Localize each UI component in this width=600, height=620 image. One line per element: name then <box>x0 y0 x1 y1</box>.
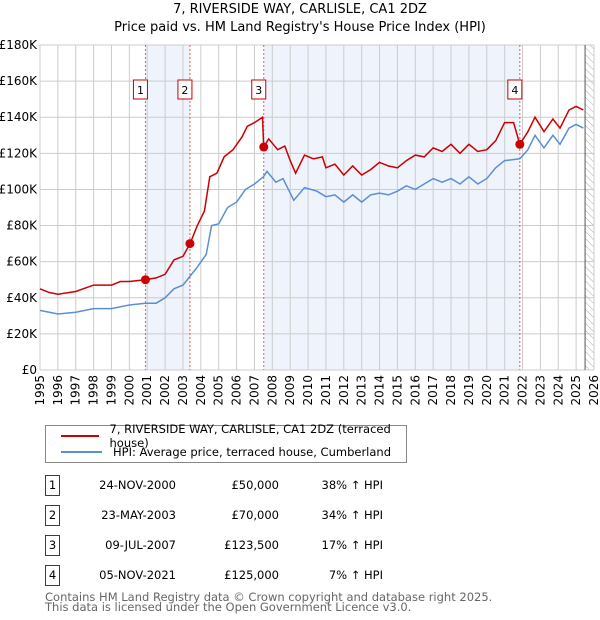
x-tick-label: 2004 <box>194 375 208 406</box>
sale-number-badge: 3 <box>45 535 60 556</box>
sale-price: £123,500 <box>224 538 279 552</box>
sale-hpi-diff: 34% ↑ HPI <box>321 508 383 522</box>
y-tick-label: £20K <box>6 327 38 341</box>
x-tick-label: 2000 <box>122 375 136 406</box>
sale-label-number: 3 <box>255 84 262 97</box>
x-tick-label: 2009 <box>283 375 297 406</box>
x-tick-label: 2006 <box>230 375 244 406</box>
y-tick-label: £40K <box>6 291 38 305</box>
sale-date: 09-JUL-2007 <box>105 538 176 552</box>
sale-date: 23-MAY-2003 <box>101 508 176 522</box>
x-tick-label: 2001 <box>140 375 154 406</box>
x-tick-label: 2021 <box>498 375 512 406</box>
y-tick-label: £80K <box>6 219 38 233</box>
x-tick-label: 2019 <box>462 375 476 406</box>
shaded-period <box>263 45 520 370</box>
x-tick-label: 2012 <box>337 375 351 406</box>
x-tick-label: 1996 <box>51 375 65 406</box>
sale-row: 3 09-JUL-2007 £123,500 17% ↑ HPI <box>45 535 385 557</box>
y-tick-label: £0 <box>22 363 37 377</box>
sale-label-box <box>251 79 267 100</box>
sale-label-number: 1 <box>137 84 144 97</box>
sale-label-number: 4 <box>511 84 518 97</box>
sale-point <box>515 139 525 149</box>
legend-swatch <box>61 435 99 437</box>
sale-price: £50,000 <box>231 478 279 492</box>
sale-point <box>259 142 269 152</box>
series-line <box>39 123 584 315</box>
sale-label-box <box>177 79 193 100</box>
x-tick-label: 2018 <box>444 375 458 406</box>
y-tick-label: £120K <box>0 146 38 160</box>
sale-row: 2 23-MAY-2003 £70,000 34% ↑ HPI <box>45 505 385 527</box>
x-tick-label: 2024 <box>551 375 565 406</box>
x-tick-label: 2022 <box>516 375 530 406</box>
sale-price: £70,000 <box>231 508 279 522</box>
footer-copyright: Contains HM Land Registry data © Crown c… <box>45 590 493 604</box>
x-tick-label: 2013 <box>355 375 369 406</box>
sale-price: £125,000 <box>224 568 279 582</box>
y-tick-label: £140K <box>0 110 38 124</box>
x-tick-label: 1995 <box>33 375 47 406</box>
y-tick-label: £160K <box>0 74 38 88</box>
footer-licence: This data is licensed under the Open Gov… <box>45 600 412 614</box>
legend-item-property: 7, RIVERSIDE WAY, CARLISLE, CA1 2DZ (ter… <box>61 422 406 450</box>
sale-hpi-diff: 7% ↑ HPI <box>328 568 383 582</box>
sale-number-badge: 2 <box>45 505 60 526</box>
sale-row: 1 24-NOV-2000 £50,000 38% ↑ HPI <box>45 475 385 497</box>
sale-number-badge: 1 <box>45 475 60 496</box>
legend-swatch <box>61 451 102 453</box>
legend-label: HPI: Average price, terraced house, Cumb… <box>113 445 391 459</box>
sale-label-box <box>132 79 148 100</box>
sale-date: 05-NOV-2021 <box>99 568 176 582</box>
x-tick-label: 2014 <box>373 375 387 406</box>
x-tick-label: 2025 <box>569 375 583 406</box>
x-tick-label: 2007 <box>247 375 261 406</box>
x-tick-label: 2015 <box>390 375 404 406</box>
x-tick-label: 1999 <box>104 375 118 406</box>
sale-point <box>185 239 195 249</box>
x-tick-label: 2002 <box>158 375 172 406</box>
sale-label-number: 2 <box>181 84 188 97</box>
sale-date: 24-NOV-2000 <box>99 478 176 492</box>
x-tick-label: 2023 <box>533 375 547 406</box>
sale-point <box>140 275 150 285</box>
x-tick-label: 1998 <box>87 375 101 406</box>
legend: 7, RIVERSIDE WAY, CARLISLE, CA1 2DZ (ter… <box>45 422 407 463</box>
x-tick-label: 2026 <box>587 375 600 406</box>
sale-hpi-diff: 17% ↑ HPI <box>321 538 383 552</box>
x-tick-label: 2011 <box>319 375 333 406</box>
x-tick-label: 2016 <box>408 375 422 406</box>
x-tick-label: 2003 <box>176 375 190 406</box>
x-tick-label: 2005 <box>212 375 226 406</box>
chart-title: 7, RIVERSIDE WAY, CARLISLE, CA1 2DZ <box>173 2 427 17</box>
legend-label: 7, RIVERSIDE WAY, CARLISLE, CA1 2DZ (ter… <box>109 422 391 450</box>
x-tick-label: 2017 <box>426 375 440 406</box>
chart-subtitle: Price paid vs. HM Land Registry's House … <box>114 20 486 35</box>
x-tick-label: 2020 <box>480 375 494 406</box>
y-tick-label: £100K <box>0 182 38 196</box>
future-hatch <box>585 45 594 370</box>
sale-hpi-diff: 38% ↑ HPI <box>321 478 383 492</box>
plot-area: 1995 1996 1997 1998 1999 2000 2001 2002 2003 2004… <box>0 38 600 406</box>
x-tick-label: 2010 <box>301 375 315 406</box>
sale-row: 4 05-NOV-2021 £125,000 7% ↑ HPI <box>45 565 385 587</box>
y-tick-label: £60K <box>6 255 38 269</box>
series-line <box>39 105 584 295</box>
x-tick-label: 2008 <box>265 375 279 406</box>
sale-label-box <box>507 79 523 100</box>
legend-item-hpi: HPI: Average price, terraced house, Cumb… <box>61 444 391 460</box>
sale-number-badge: 4 <box>45 565 60 586</box>
y-tick-label: £180K <box>0 38 38 52</box>
x-tick-label: 1997 <box>69 375 83 406</box>
